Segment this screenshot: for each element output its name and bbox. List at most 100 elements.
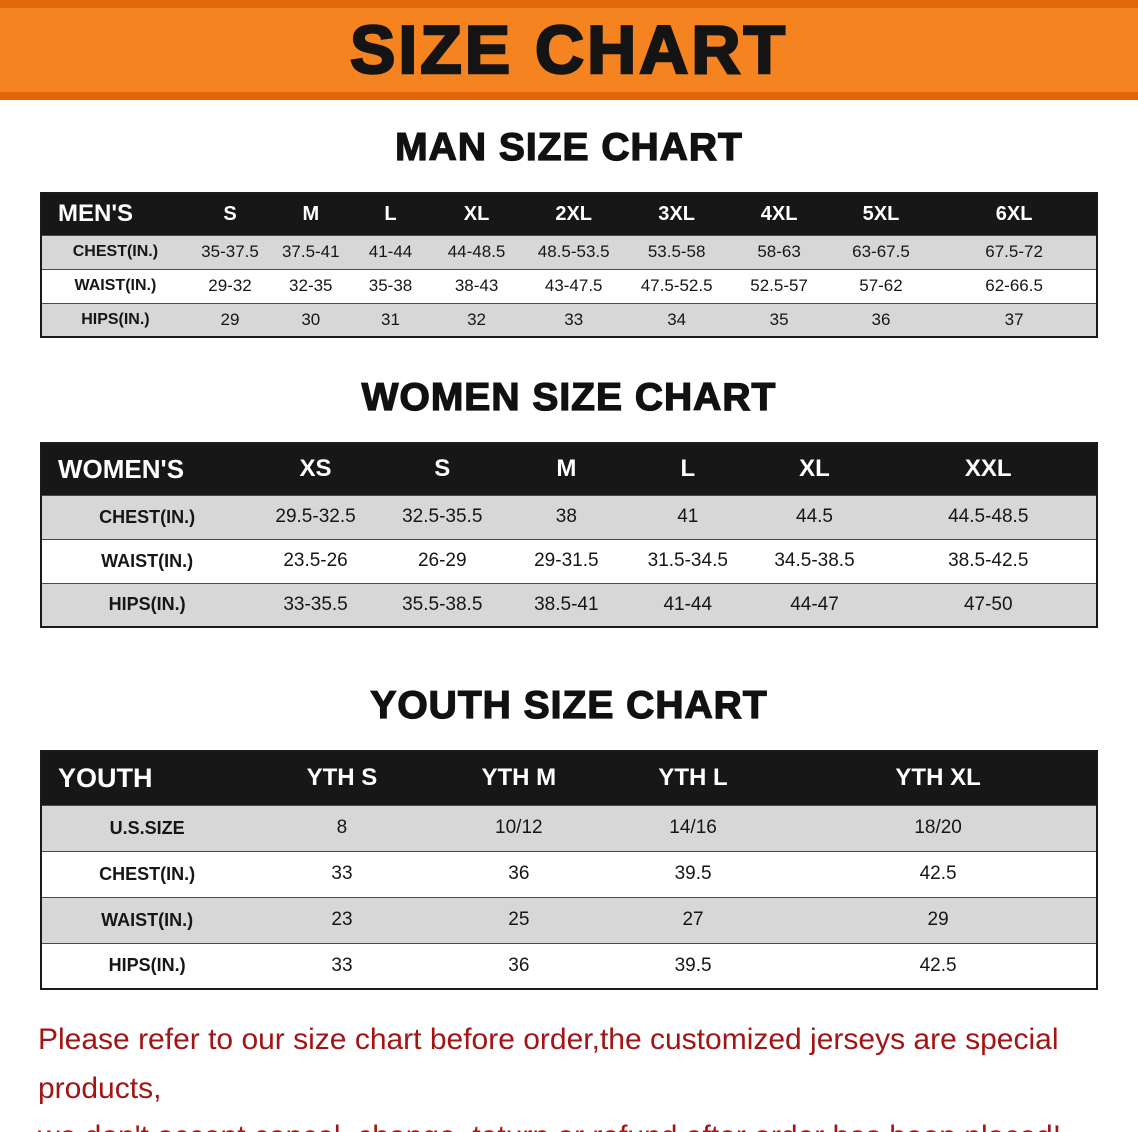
size-cell: 29-32	[188, 268, 272, 303]
men-col-header: 4XL	[728, 193, 830, 235]
men-col-header: 2XL	[522, 193, 625, 235]
row-label: HIPS(IN.)	[41, 302, 189, 337]
men-col-header: 6XL	[932, 193, 1097, 235]
men-col-header: 3XL	[624, 193, 729, 235]
size-cell: 47-50	[880, 582, 1097, 627]
women-col-header: L	[627, 443, 749, 495]
footer-line-1: Please refer to our size chart before or…	[38, 1023, 1059, 1105]
size-cell: 34.5-38.5	[748, 538, 881, 583]
row-label: CHEST(IN.)	[41, 234, 189, 269]
size-cell: 26-29	[378, 538, 506, 583]
size-cell: 10/12	[431, 804, 606, 851]
youth-size-table: YOUTH YTH S YTH M YTH L YTH XL U.S.SIZE …	[40, 750, 1098, 990]
size-cell: 29	[188, 302, 272, 337]
youth-col-header: YTH M	[431, 751, 606, 805]
size-cell: 48.5-53.5	[522, 234, 625, 269]
size-cell: 36	[829, 302, 933, 337]
size-cell: 35-38	[350, 268, 431, 303]
size-cell: 29-31.5	[505, 538, 628, 583]
youth-col-header: YTH XL	[780, 751, 1097, 805]
youth-ussize-row: U.S.SIZE 8 10/12 14/16 18/20	[41, 804, 1097, 851]
size-cell: 44-48.5	[430, 234, 523, 269]
women-table-title: WOMEN'S	[41, 443, 253, 495]
size-cell: 67.5-72	[932, 234, 1097, 269]
footer-line-2: we don't accept cancel, change, teturn o…	[38, 1113, 1120, 1132]
size-cell: 44.5	[748, 494, 881, 539]
men-table-title: MEN'S	[41, 193, 189, 235]
size-cell: 38-43	[430, 268, 523, 303]
men-col-header: M	[271, 193, 351, 235]
men-size-table: MEN'S S M L XL 2XL 3XL 4XL 5XL 6XL CHEST…	[40, 192, 1098, 338]
youth-col-header: YTH S	[252, 751, 432, 805]
men-waist-row: WAIST(IN.) 29-32 32-35 35-38 38-43 43-47…	[41, 268, 1097, 303]
men-chest-row: CHEST(IN.) 35-37.5 37.5-41 41-44 44-48.5…	[41, 234, 1097, 269]
size-cell: 25	[431, 896, 606, 943]
size-cell: 35-37.5	[188, 234, 272, 269]
row-label: CHEST(IN.)	[41, 850, 253, 897]
size-cell: 41-44	[627, 582, 749, 627]
size-cell: 39.5	[605, 942, 781, 989]
size-cell: 18/20	[780, 804, 1097, 851]
size-cell: 14/16	[605, 804, 781, 851]
size-cell: 23.5-26	[252, 538, 379, 583]
women-section-heading: WOMEN SIZE CHART	[361, 375, 777, 419]
size-cell: 29	[780, 896, 1097, 943]
men-col-header: 5XL	[829, 193, 933, 235]
row-label: WAIST(IN.)	[41, 896, 253, 943]
men-hips-row: HIPS(IN.) 29 30 31 32 33 34 35 36 37	[41, 302, 1097, 337]
women-hips-row: HIPS(IN.) 33-35.5 35.5-38.5 38.5-41 41-4…	[41, 582, 1097, 627]
women-col-header: M	[505, 443, 628, 495]
size-cell: 41	[627, 494, 749, 539]
page-title: SIZE CHART	[349, 12, 788, 88]
size-cell: 33-35.5	[252, 582, 379, 627]
row-label: HIPS(IN.)	[41, 582, 253, 627]
women-header-row: WOMEN'S XS S M L XL XXL	[41, 443, 1097, 495]
youth-col-header: YTH L	[605, 751, 781, 805]
footer-note: Please refer to our size chart before or…	[38, 1016, 1120, 1132]
size-cell: 63-67.5	[829, 234, 933, 269]
women-col-header: XL	[748, 443, 881, 495]
man-section-heading: MAN SIZE CHART	[395, 125, 743, 169]
size-cell: 30	[271, 302, 351, 337]
men-col-header: S	[188, 193, 272, 235]
size-cell: 32.5-35.5	[378, 494, 506, 539]
row-label: WAIST(IN.)	[41, 538, 253, 583]
size-cell: 33	[252, 850, 432, 897]
size-cell: 62-66.5	[932, 268, 1097, 303]
men-col-header: L	[350, 193, 431, 235]
size-cell: 43-47.5	[522, 268, 625, 303]
size-cell: 8	[252, 804, 432, 851]
size-cell: 47.5-52.5	[624, 268, 729, 303]
women-chest-row: CHEST(IN.) 29.5-32.5 32.5-35.5 38 41 44.…	[41, 494, 1097, 539]
youth-table-title: YOUTH	[41, 751, 253, 805]
size-cell: 38.5-42.5	[880, 538, 1097, 583]
size-cell: 35.5-38.5	[378, 582, 506, 627]
size-cell: 31.5-34.5	[627, 538, 749, 583]
size-cell: 38.5-41	[505, 582, 628, 627]
size-cell: 38	[505, 494, 628, 539]
size-cell: 44.5-48.5	[880, 494, 1097, 539]
size-cell: 35	[728, 302, 830, 337]
men-header-row: MEN'S S M L XL 2XL 3XL 4XL 5XL 6XL	[41, 193, 1097, 235]
men-col-header: XL	[430, 193, 523, 235]
size-cell: 27	[605, 896, 781, 943]
size-cell: 33	[252, 942, 432, 989]
women-size-table: WOMEN'S XS S M L XL XXL CHEST(IN.) 29.5-…	[40, 442, 1098, 628]
size-cell: 42.5	[780, 942, 1097, 989]
women-col-header: S	[378, 443, 506, 495]
row-label: U.S.SIZE	[41, 804, 253, 851]
size-cell: 29.5-32.5	[252, 494, 379, 539]
row-label: CHEST(IN.)	[41, 494, 253, 539]
size-cell: 34	[624, 302, 729, 337]
size-cell: 32-35	[271, 268, 351, 303]
size-cell: 31	[350, 302, 431, 337]
size-cell: 36	[431, 850, 606, 897]
size-cell: 44-47	[748, 582, 881, 627]
youth-waist-row: WAIST(IN.) 23 25 27 29	[41, 896, 1097, 943]
size-cell: 37.5-41	[271, 234, 351, 269]
size-cell: 33	[522, 302, 625, 337]
size-cell: 58-63	[728, 234, 830, 269]
size-cell: 41-44	[350, 234, 431, 269]
row-label: HIPS(IN.)	[41, 942, 253, 989]
size-cell: 53.5-58	[624, 234, 729, 269]
